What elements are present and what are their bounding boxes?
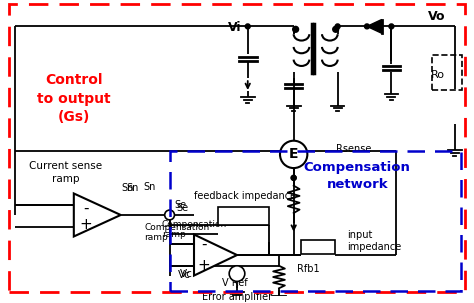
Text: Rfb1: Rfb1	[297, 264, 319, 274]
Bar	[219, 207, 269, 225]
Text: Vc: Vc	[180, 269, 193, 279]
Text: Current sense
ramp: Current sense ramp	[29, 161, 102, 184]
Text: input
impedance: input impedance	[347, 230, 401, 252]
Text: Vi: Vi	[228, 22, 242, 35]
Text: Sn: Sn	[126, 184, 138, 194]
Circle shape	[280, 141, 307, 168]
Text: Vc: Vc	[178, 270, 191, 280]
Circle shape	[164, 210, 174, 220]
Circle shape	[291, 175, 296, 180]
Text: V Ref: V Ref	[222, 278, 248, 288]
Polygon shape	[194, 235, 237, 275]
Circle shape	[291, 175, 296, 180]
Circle shape	[333, 26, 338, 32]
Text: Compensation
ramp: Compensation ramp	[162, 220, 227, 239]
Text: Compensation
network: Compensation network	[304, 161, 410, 191]
Text: Se: Se	[176, 203, 189, 213]
Text: -: -	[83, 201, 88, 216]
Circle shape	[293, 26, 299, 32]
Text: feedback impedance: feedback impedance	[194, 191, 296, 201]
Text: Se: Se	[174, 200, 187, 210]
Bar	[301, 240, 335, 254]
Text: R1: R1	[313, 243, 327, 253]
Text: E: E	[289, 147, 299, 161]
Text: -: -	[201, 237, 207, 252]
Text: Vo: Vo	[428, 10, 445, 23]
Text: Control
to output
(Gs): Control to output (Gs)	[37, 73, 110, 124]
Text: Sn: Sn	[121, 182, 134, 192]
Text: +: +	[197, 258, 210, 273]
Text: Error amplifier: Error amplifier	[202, 292, 272, 302]
Circle shape	[389, 24, 394, 29]
Circle shape	[229, 266, 245, 281]
Text: Rsense: Rsense	[336, 144, 371, 154]
Circle shape	[335, 24, 340, 29]
Circle shape	[365, 24, 369, 29]
Polygon shape	[367, 19, 382, 33]
Bar	[432, 55, 462, 90]
Text: +: +	[79, 217, 92, 232]
Polygon shape	[74, 194, 121, 236]
Circle shape	[246, 24, 250, 29]
Circle shape	[291, 149, 296, 154]
Text: Compensation
ramp: Compensation ramp	[144, 223, 210, 242]
Text: G(s): G(s)	[234, 212, 255, 222]
Bar	[170, 152, 461, 291]
Text: Ro: Ro	[431, 70, 445, 80]
Text: Sn: Sn	[144, 181, 156, 191]
